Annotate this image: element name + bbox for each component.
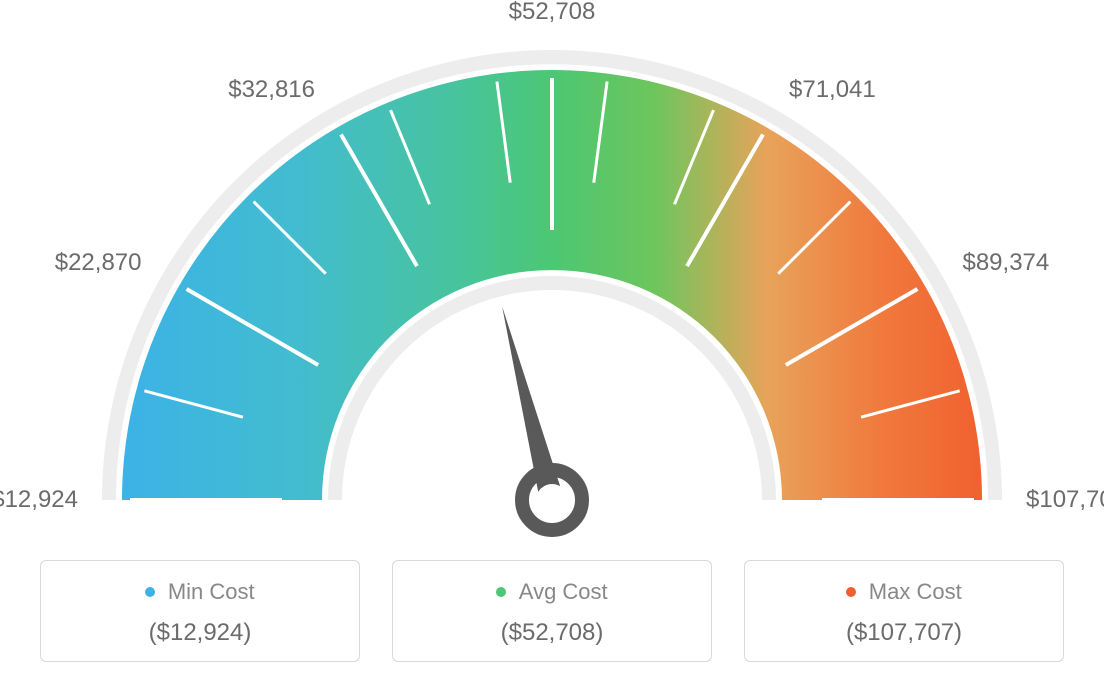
min-cost-value: ($12,924) <box>51 619 349 647</box>
avg-cost-label: Avg Cost <box>519 579 608 604</box>
avg-dot <box>496 587 506 597</box>
avg-cost-card: Avg Cost ($52,708) <box>392 560 712 662</box>
min-cost-card: Min Cost ($12,924) <box>40 560 360 662</box>
cost-gauge: $12,924 $22,870 $32,816 $52,708 $71,041 $89,3… <box>0 0 1104 560</box>
gauge-tick-label: $12,924 <box>0 486 78 514</box>
gauge-tick-label: $22,870 <box>55 249 142 277</box>
max-dot <box>846 587 856 597</box>
gauge-tick-label: $71,041 <box>789 76 876 104</box>
avg-cost-value: ($52,708) <box>403 619 701 647</box>
max-cost-card: Max Cost ($107,707) <box>744 560 1064 662</box>
gauge-tick-label: $52,708 <box>509 0 596 26</box>
max-cost-value: ($107,707) <box>755 619 1053 647</box>
gauge-tick-label: $32,816 <box>228 76 315 104</box>
min-dot <box>145 587 155 597</box>
min-cost-label: Min Cost <box>168 579 255 604</box>
max-cost-label: Max Cost <box>869 579 962 604</box>
legend-cards: Min Cost ($12,924) Avg Cost ($52,708) Ma… <box>40 560 1064 662</box>
gauge-tick-label: $107,707 <box>1026 486 1104 514</box>
gauge-tick-label: $89,374 <box>962 249 1049 277</box>
